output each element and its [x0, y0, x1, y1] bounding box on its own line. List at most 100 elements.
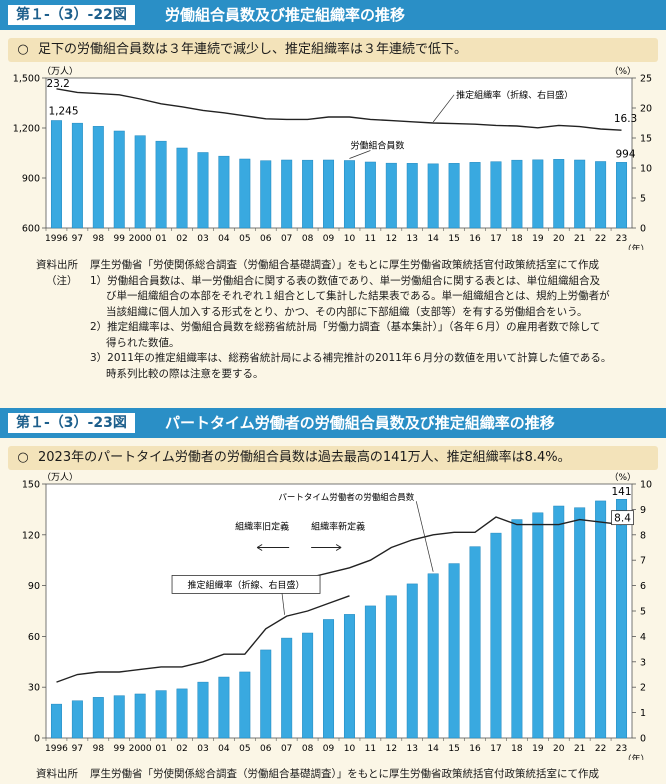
bar-20	[553, 159, 565, 229]
x-tick-label: 13	[407, 234, 418, 244]
bar-09	[323, 619, 335, 739]
old-definition-label: 組織率旧定義	[235, 521, 289, 533]
new-definition-arrow	[311, 544, 342, 551]
bar-series-leader	[415, 501, 434, 572]
figure-1-22: 第１-（3）-22図 労働組合員数及び推定組織率の推移 ○ 足下の労働組合員数は３…	[0, 0, 666, 382]
x-tick-label: 19	[532, 744, 544, 754]
summary-mark: ○	[17, 450, 29, 465]
right-tick-label: 8	[640, 530, 646, 541]
right-tick-label: 2	[640, 683, 646, 694]
line-series-label-box	[171, 575, 321, 594]
bar-13	[406, 583, 418, 739]
x-tick-label: 23	[616, 744, 627, 754]
x-tick-label: 09	[323, 234, 335, 244]
x-tick-label: 21	[574, 234, 585, 244]
x-tick-label: 02	[176, 234, 187, 244]
bar-23	[616, 498, 628, 739]
right-tick-label: 5	[640, 194, 646, 205]
bar-16	[469, 162, 481, 229]
x-tick-label: 05	[239, 744, 250, 754]
right-tick-label: 0	[640, 734, 646, 745]
note-3-cont: 時系列比較の際は注意を要する。	[106, 367, 264, 380]
bar-20	[553, 505, 565, 739]
left-tick-label: 90	[28, 581, 40, 592]
bar-10	[343, 614, 355, 739]
x-tick-label: 23	[616, 234, 627, 244]
line-series-leader	[432, 94, 455, 123]
bar-15	[448, 563, 460, 739]
figure-summary: ○ 足下の労働組合員数は３年連続で減少し、推定組織率は３年連続で低下。	[8, 38, 658, 62]
bar-2000	[134, 135, 146, 229]
source-label: 資料出所	[36, 259, 78, 271]
x-tick-label: 14	[427, 744, 439, 754]
bar-series-label: パートタイム労働者の労働組合員数	[278, 492, 414, 503]
source-text: 厚生労働省「労使関係総合調査（労働組合基礎調査）」をもとに厚生労働省政策統括官付…	[90, 259, 600, 271]
first-bar-label: 1,245	[48, 106, 78, 118]
bar-07	[281, 159, 293, 229]
old-definition-arrow	[256, 544, 290, 551]
bar-98	[92, 697, 104, 739]
bar-04	[218, 676, 230, 739]
bar-09	[323, 159, 335, 229]
bar-08	[302, 159, 314, 229]
note-1: 1）労働組合員数は、単一労働組合に関する表の数値であり、単一労働組合に関する表と…	[90, 274, 601, 287]
right-tick-label: 25	[640, 74, 652, 85]
x-tick-label: 2000	[129, 234, 152, 244]
x-tick-label: 16	[469, 744, 481, 754]
right-tick-label: 15	[640, 134, 652, 145]
x-tick-label: 99	[114, 234, 126, 244]
x-tick-label: 22	[595, 234, 606, 244]
bar-19	[532, 159, 544, 229]
bar-11	[364, 605, 376, 739]
bar-98	[92, 126, 104, 229]
source-text: 厚生労働省「労使関係総合調査（労働組合基礎調査）」をもとに厚生労働省政策統括官付…	[90, 768, 600, 780]
x-tick-label: 97	[72, 234, 83, 244]
x-tick-label: 20	[553, 744, 565, 754]
right-tick-label: 5	[640, 607, 646, 618]
x-tick-label: 18	[511, 234, 523, 244]
rate-line	[56, 88, 622, 131]
x-tick-label: 01	[155, 234, 166, 244]
x-tick-label: 98	[93, 744, 105, 754]
x-tick-label: 12	[386, 234, 397, 244]
rate-line-new-definition	[307, 516, 622, 579]
right-tick-label: 10	[640, 480, 652, 491]
x-tick-label: 08	[302, 234, 314, 244]
bar-1996	[50, 703, 62, 739]
x-tick-label: 09	[323, 744, 335, 754]
x-tick-label: 22	[595, 744, 606, 754]
new-definition-label: 組織率新定義	[311, 521, 365, 533]
bar-97	[71, 700, 83, 739]
bar-21	[574, 159, 586, 229]
right-axis-unit: （%）	[609, 66, 636, 77]
x-tick-label: 04	[218, 744, 230, 754]
right-tick-label: 7	[640, 556, 646, 567]
left-tick-label: 900	[22, 174, 40, 185]
bar-01	[155, 690, 167, 739]
last-bar-label: 994	[616, 148, 636, 160]
x-tick-label: 16	[469, 234, 481, 244]
figure-notes: 資料出所 厚生労働省「労使関係総合調査（労働組合基礎調査）」をもとに厚生労働省政策…	[36, 258, 611, 382]
left-axis-unit: （万人）	[42, 472, 78, 483]
bar-02	[176, 147, 188, 229]
figure-header: 第１-（3）-23図 パートタイム労働者の労働組合員数及び推定組織率の推移	[0, 408, 666, 438]
x-tick-label: 15	[448, 234, 459, 244]
bar-01	[155, 140, 167, 229]
x-tick-label: 1996	[45, 744, 68, 754]
first-line-label: 23.2	[46, 78, 69, 90]
bar-08	[302, 632, 314, 739]
note-label: （注）	[46, 274, 78, 287]
left-tick-label: 1,200	[13, 124, 40, 135]
source-label: 資料出所	[36, 768, 78, 780]
figure-summary: ○ 2023年のパートタイム労働者の労働組合員数は過去最高の141万人、推定組織率…	[8, 446, 658, 470]
bar-1996	[50, 120, 62, 229]
x-tick-label: 13	[407, 744, 418, 754]
left-tick-label: 0	[34, 734, 40, 745]
bar-19	[532, 512, 544, 739]
bar-12	[385, 162, 397, 229]
left-tick-label: 60	[28, 632, 40, 643]
x-tick-label: 03	[197, 744, 208, 754]
right-tick-label: 4	[640, 632, 646, 643]
right-axis-unit: （%）	[609, 472, 636, 483]
